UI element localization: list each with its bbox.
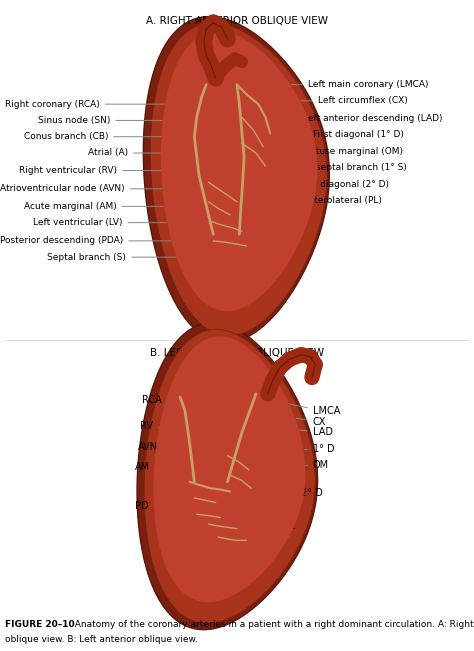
Text: A. RIGHT ANTERIOR OBLIQUE VIEW: A. RIGHT ANTERIOR OBLIQUE VIEW	[146, 16, 328, 26]
PathPatch shape	[150, 23, 327, 336]
Text: PD: PD	[135, 501, 192, 511]
Text: Left anterior descending (LAD): Left anterior descending (LAD)	[267, 114, 443, 123]
Text: Right coronary (RCA): Right coronary (RCA)	[5, 100, 189, 109]
PathPatch shape	[144, 329, 315, 623]
Text: Acute marginal (AM): Acute marginal (AM)	[24, 202, 194, 211]
Text: oblique view. B: Left anterior oblique view.: oblique view. B: Left anterior oblique v…	[5, 635, 198, 644]
Text: RCA: RCA	[142, 395, 182, 406]
Text: Left ventricular (LV): Left ventricular (LV)	[33, 218, 199, 227]
Text: Sinus node (SN): Sinus node (SN)	[38, 116, 194, 125]
Text: Septal branch (S): Septal branch (S)	[47, 253, 210, 262]
Text: RV: RV	[140, 421, 184, 432]
Text: 1° D: 1° D	[254, 444, 335, 454]
Text: LV: LV	[228, 545, 243, 555]
Text: Left main coronary (LMCA): Left main coronary (LMCA)	[268, 80, 428, 89]
Text: Conus branch (CB): Conus branch (CB)	[24, 132, 199, 141]
Text: Obtuse marginal (OM): Obtuse marginal (OM)	[271, 146, 403, 156]
Text: AVN: AVN	[137, 442, 189, 452]
Text: AM: AM	[135, 462, 191, 472]
Text: First diagonal (1° D): First diagonal (1° D)	[267, 130, 404, 139]
PathPatch shape	[137, 323, 318, 630]
Text: CB: CB	[175, 374, 211, 389]
Text: Anatomy of the coronary arteries in a patient with a right dominant circulation.: Anatomy of the coronary arteries in a pa…	[69, 620, 474, 629]
Text: B. LEFT ANTERIOR OBLIQUE VIEW: B. LEFT ANTERIOR OBLIQUE VIEW	[150, 348, 324, 358]
Text: Posterior descending (PDA): Posterior descending (PDA)	[0, 236, 206, 245]
Text: 2° D: 2° D	[252, 488, 323, 499]
Text: Atrioventricular node (AVN): Atrioventricular node (AVN)	[0, 184, 194, 193]
Text: LAD: LAD	[260, 426, 333, 437]
Text: Posterolateral (PL): Posterolateral (PL)	[271, 196, 382, 205]
Text: CX: CX	[266, 414, 326, 427]
PathPatch shape	[143, 16, 329, 342]
Text: PL: PL	[245, 521, 295, 531]
Text: Left circumflex (CX): Left circumflex (CX)	[271, 96, 407, 105]
Text: Second diagonal (2° D): Second diagonal (2° D)	[270, 180, 390, 189]
Text: OM: OM	[252, 460, 329, 471]
PathPatch shape	[161, 31, 318, 311]
Text: FIGURE 20–10: FIGURE 20–10	[5, 620, 74, 629]
PathPatch shape	[153, 336, 306, 602]
Text: Right ventricular (RV): Right ventricular (RV)	[19, 166, 196, 175]
Text: First septal branch (1° S): First septal branch (1° S)	[272, 163, 407, 173]
Text: LMCA: LMCA	[273, 401, 340, 417]
Text: Atrial (A): Atrial (A)	[88, 148, 201, 158]
Text: SN: SN	[225, 374, 250, 386]
